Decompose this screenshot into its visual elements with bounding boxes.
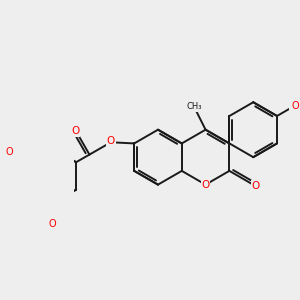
Text: O: O xyxy=(71,127,80,136)
Text: O: O xyxy=(291,100,299,111)
Text: O: O xyxy=(107,136,115,146)
Text: O: O xyxy=(201,180,210,190)
Text: O: O xyxy=(251,181,260,191)
Text: CH₃: CH₃ xyxy=(187,102,202,111)
Text: O: O xyxy=(6,147,14,157)
Text: O: O xyxy=(49,219,56,229)
